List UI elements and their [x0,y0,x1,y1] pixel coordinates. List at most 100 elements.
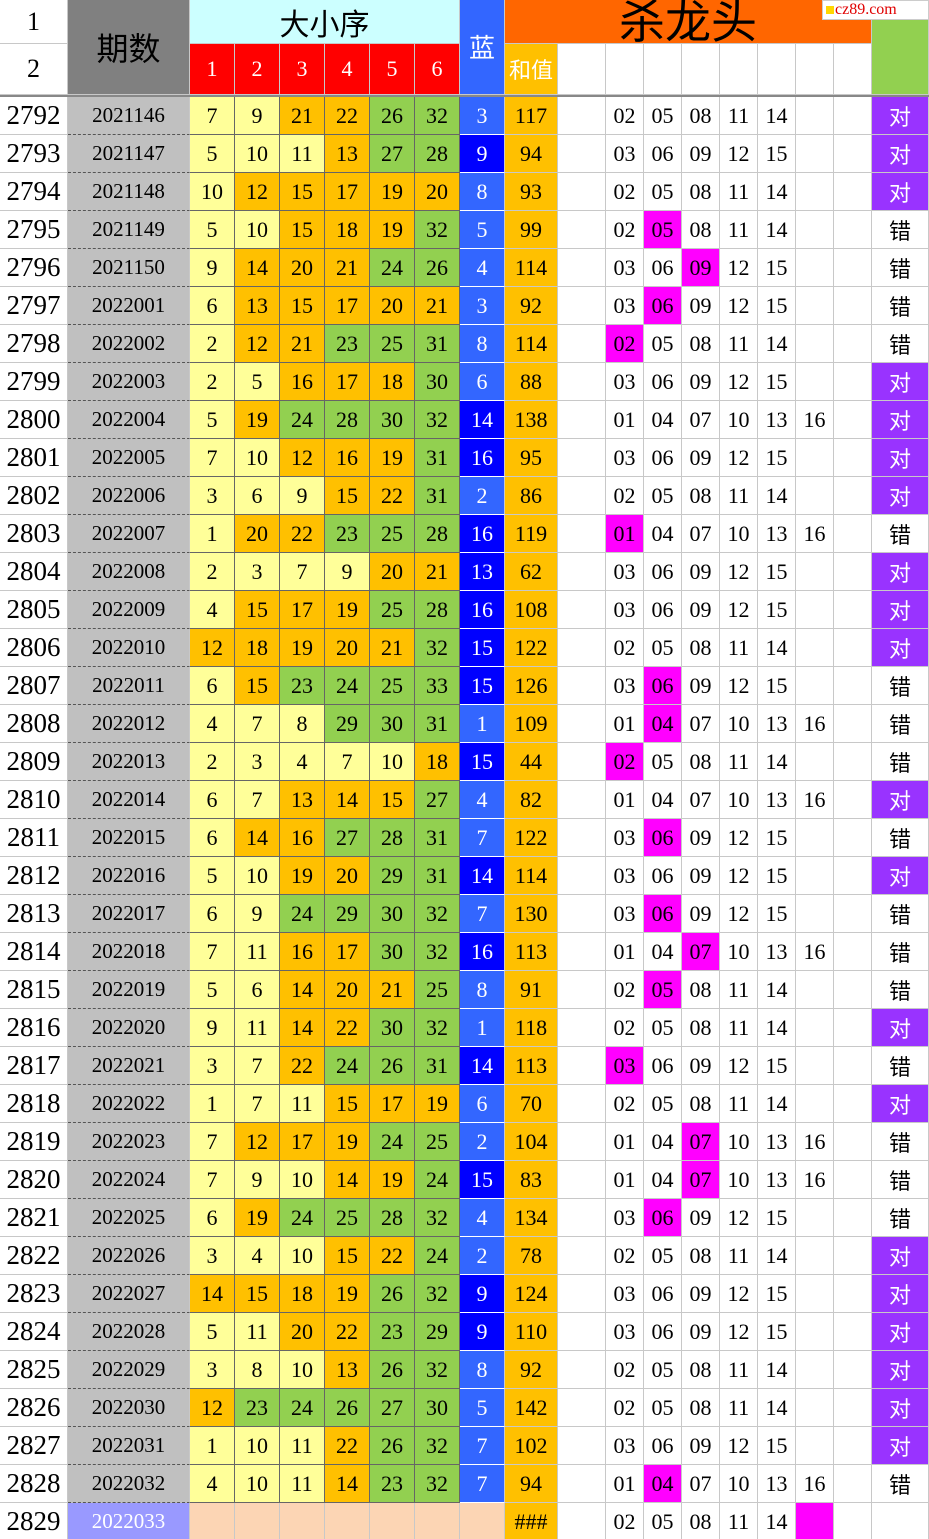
empty-cell [796,173,834,211]
period: 2021147 [68,135,190,173]
ball: 10 [235,135,280,173]
blue-ball: 14 [460,857,505,895]
blue-ball: 4 [460,249,505,287]
blue-ball: 15 [460,743,505,781]
sum: 92 [505,1351,558,1389]
period: 2022025 [68,1199,190,1237]
ball: 4 [190,705,235,743]
ball-col-header: 4 [325,44,370,95]
kill-number: 02 [606,325,644,363]
sum: 113 [505,1047,558,1085]
empty-cell [834,477,872,515]
kill-number: 06 [644,287,682,325]
result: 错 [872,895,929,933]
kill-number: 12 [720,895,758,933]
blue-ball: 7 [460,1427,505,1465]
ball: 27 [415,781,460,819]
ball: 22 [325,1427,370,1465]
ball: 31 [415,705,460,743]
kill-number: 11 [720,971,758,1009]
empty-cell [796,211,834,249]
kill-number: 06 [644,363,682,401]
empty-cell [558,211,606,249]
row-number: 2816 [0,1009,68,1047]
empty-cell [834,1199,872,1237]
kill-number: 08 [682,477,720,515]
row-number: 2805 [0,591,68,629]
row-number: 2823 [0,1275,68,1313]
ball: 17 [280,591,325,629]
empty-cell [872,1503,929,1539]
ball: 32 [415,1351,460,1389]
kill-number: 02 [606,477,644,515]
ball: 14 [325,1465,370,1503]
row-number: 2810 [0,781,68,819]
sum: 93 [505,173,558,211]
blue-ball: 7 [460,819,505,857]
ball: 4 [280,743,325,781]
ball: 2 [190,325,235,363]
kill-number: 15 [758,249,796,287]
ball: 31 [415,439,460,477]
kill-number: 02 [606,1009,644,1047]
ball: 9 [190,1009,235,1047]
row-number: 2793 [0,135,68,173]
ball: 9 [280,477,325,515]
empty-cell [558,971,606,1009]
result: 对 [872,591,929,629]
kill-number: 15 [758,667,796,705]
kill-number: 06 [644,249,682,287]
empty-cell [558,287,606,325]
kill-number: 04 [644,515,682,553]
empty-cell [834,325,872,363]
ball: 10 [235,1427,280,1465]
kill-number: 05 [644,629,682,667]
kill-number: 11 [720,743,758,781]
result: 对 [872,1009,929,1047]
kill-number: 04 [644,933,682,971]
empty-cell [796,363,834,401]
kill-number: 03 [606,439,644,477]
ball: 22 [325,97,370,135]
period: 2022012 [68,705,190,743]
kill-number: 06 [644,591,682,629]
ball: 25 [415,1123,460,1161]
sum: 44 [505,743,558,781]
kill-number: 06 [644,135,682,173]
sum: 70 [505,1085,558,1123]
empty-cell [558,895,606,933]
period: 2022001 [68,287,190,325]
blue-ball: 1 [460,1009,505,1047]
ball: 32 [415,933,460,971]
row-label: 1 [0,0,68,44]
kill-number: 09 [682,1313,720,1351]
blue-ball: 4 [460,1199,505,1237]
kill-number: 11 [720,1085,758,1123]
result: 错 [872,1161,929,1199]
order-header: 大小序 [190,0,460,44]
sum: 108 [505,591,558,629]
result: 错 [872,249,929,287]
period: 2022003 [68,363,190,401]
ball: 30 [370,705,415,743]
kill-number: 09 [682,591,720,629]
empty-cell [796,1199,834,1237]
period: 2022004 [68,401,190,439]
kill-number: 08 [682,743,720,781]
kill-number: 11 [720,1503,758,1539]
ball: 3 [190,1237,235,1275]
ball: 32 [415,211,460,249]
blue-empty [460,1503,505,1539]
kill-number: 07 [682,1161,720,1199]
kill-number: 05 [644,1389,682,1427]
ball: 26 [370,1275,415,1313]
blue-ball: 7 [460,1465,505,1503]
row-number: 2792 [0,97,68,135]
kill-number: 14 [758,97,796,135]
kill-number: 03 [606,895,644,933]
kill-number: 05 [644,477,682,515]
period: 2022033 [68,1503,190,1539]
empty-cell [558,1009,606,1047]
blue-ball: 2 [460,477,505,515]
kill-number: 12 [720,1199,758,1237]
